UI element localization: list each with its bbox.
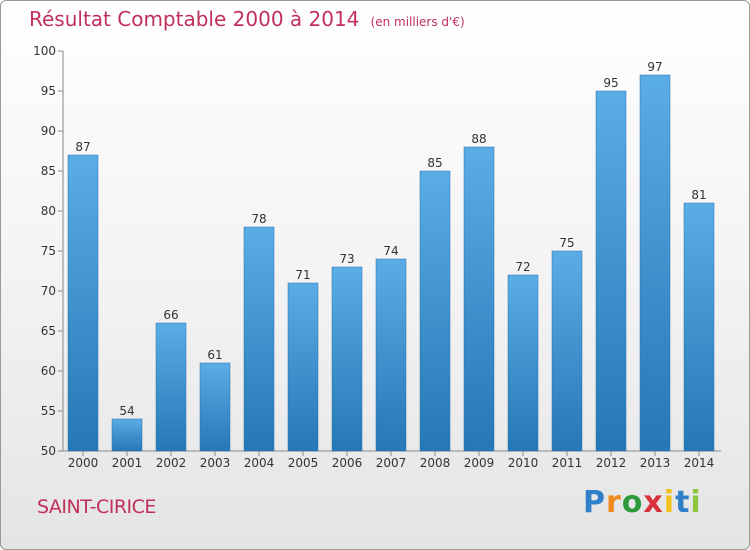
brand-letter: i (690, 485, 702, 520)
bar-value-label: 75 (559, 236, 574, 250)
bar-value-label: 61 (207, 348, 222, 362)
bar (331, 266, 363, 452)
bar (375, 258, 407, 452)
x-tick-label: 2003 (200, 456, 231, 470)
x-tick-label: 2007 (376, 456, 407, 470)
bar (639, 74, 671, 452)
x-tick-label: 2000 (68, 456, 99, 470)
brand-letter: i (663, 485, 676, 520)
bar (243, 226, 275, 452)
bar-value-label: 97 (647, 60, 662, 74)
y-tick-label: 55 (41, 404, 56, 418)
bar-value-label: 71 (295, 268, 310, 282)
x-tick-label: 2008 (420, 456, 451, 470)
y-tick-label: 95 (41, 84, 56, 98)
x-tick-label: 2005 (288, 456, 319, 470)
x-tick-label: 2014 (684, 456, 715, 470)
brand-letter: P (583, 485, 606, 520)
bar-value-label: 74 (383, 244, 398, 258)
bar (111, 418, 143, 452)
bar (507, 274, 539, 452)
axes: 50 55 60 65 70 75 80 85 90 95 100 2000 2001 2002 2003 2… (33, 44, 721, 470)
chart-unit-note: (en milliers d'€) (370, 15, 465, 29)
y-tick-label: 90 (41, 124, 56, 138)
x-tick-label: 2013 (640, 456, 671, 470)
x-tick-label: 2009 (464, 456, 495, 470)
brand-letter: o (621, 485, 644, 520)
bar-value-label: 81 (691, 188, 706, 202)
bar-value-label: 85 (427, 156, 442, 170)
y-tick-label: 60 (41, 364, 56, 378)
bar (595, 90, 627, 452)
bar (155, 322, 187, 452)
title-row: Résultat Comptable 2000 à 2014 (en milli… (29, 7, 465, 31)
bar-value-label: 88 (471, 132, 486, 146)
bar-value-label: 87 (75, 140, 90, 154)
value-labels: 87 54 66 61 78 71 73 74 85 88 72 75 95 97 81 (75, 60, 706, 418)
bar (419, 170, 451, 452)
brand-letter: x (643, 485, 664, 520)
bars (67, 74, 715, 452)
y-tick-label: 65 (41, 324, 56, 338)
x-tick-label: 2001 (112, 456, 143, 470)
location-name: SAINT-CIRICE (37, 496, 156, 518)
y-tick-label: 100 (33, 44, 56, 58)
brand-logo: Proxiti (583, 485, 702, 520)
x-tick-label: 2012 (596, 456, 627, 470)
bar-value-label: 72 (515, 260, 530, 274)
x-tick-label: 2010 (508, 456, 539, 470)
y-tick-label: 85 (41, 164, 56, 178)
brand-letter: t (675, 485, 691, 520)
bar (463, 146, 495, 452)
y-tick-label: 50 (41, 444, 56, 458)
x-tick-label: 2002 (156, 456, 187, 470)
x-tick-label: 2011 (552, 456, 583, 470)
bar (67, 154, 99, 452)
chart-title: Résultat Comptable 2000 à 2014 (29, 7, 360, 31)
y-tick-label: 75 (41, 244, 56, 258)
bar-value-label: 95 (603, 76, 618, 90)
bar (199, 362, 231, 452)
bar (287, 282, 319, 452)
x-tick-label: 2004 (244, 456, 275, 470)
y-tick-label: 80 (41, 204, 56, 218)
bar-value-label: 66 (163, 308, 178, 322)
x-tick-label: 2006 (332, 456, 363, 470)
bar (683, 202, 715, 452)
bar-value-label: 54 (119, 404, 134, 418)
bar (551, 250, 583, 452)
bar-value-label: 73 (339, 252, 354, 266)
y-tick-label: 70 (41, 284, 56, 298)
bar-value-label: 78 (251, 212, 266, 226)
brand-letter: r (606, 485, 622, 520)
